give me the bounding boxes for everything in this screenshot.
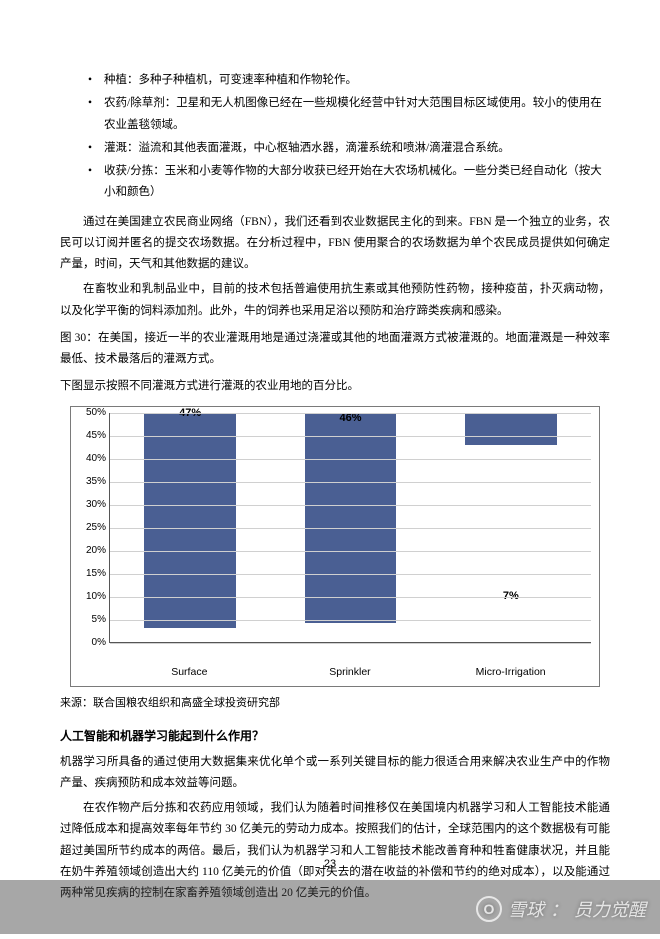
bullet-list: 种植：多种子种植机，可变速率种植和作物轮作。 农药/除草剂：卫星和无人机图像已经…	[88, 70, 610, 204]
chart-y-tick: 50%	[74, 403, 106, 422]
document-page: 种植：多种子种植机，可变速率种植和作物轮作。 农药/除草剂：卫星和无人机图像已经…	[0, 0, 660, 939]
chart-y-tick: 5%	[74, 610, 106, 629]
watermark-sep: ：	[550, 896, 568, 922]
bullet-text: 种植：多种子种植机，可变速率种植和作物轮作。	[104, 74, 357, 86]
chart-y-tick: 0%	[74, 633, 106, 652]
bar-chart: 47%46%7% 0%5%10%15%20%25%30%35%40%45%50%…	[70, 406, 600, 687]
chart-x-labels: Surface Sprinkler Micro-Irrigation	[109, 661, 591, 682]
list-item: 收获/分拣：玉米和小麦等作物的大部分收获已经开始在大农场机械化。一些分类已经自动…	[88, 161, 610, 204]
watermark-logo-icon: О	[476, 896, 502, 922]
chart-x-label: Micro-Irrigation	[443, 663, 578, 682]
watermark: О 雪球 ： 员力觉醒	[476, 896, 646, 922]
chart-y-tick: 10%	[74, 587, 106, 606]
list-item: 种植：多种子种植机，可变速率种植和作物轮作。	[88, 70, 610, 91]
figure-caption: 图 30：在美国，接近一半的农业灌溉用地是通过浇灌或其他的地面灌溉方式被灌溉的。…	[60, 328, 610, 371]
chart-x-label: Surface	[122, 663, 257, 682]
bullet-text: 收获/分拣：玉米和小麦等作物的大部分收获已经开始在大农场机械化。一些分类已经自动…	[104, 165, 602, 198]
chart-source: 来源：联合国粮农组织和高盛全球投资研究部	[60, 693, 610, 713]
chart-gridline	[110, 574, 591, 575]
paragraph: 在畜牧业和乳制品业中，目前的技术包括普遍使用抗生素或其他预防性药物，接种疫苗，扑…	[60, 279, 610, 322]
chart-bar	[465, 413, 557, 445]
watermark-user: 员力觉醒	[574, 896, 646, 922]
chart-x-label: Sprinkler	[283, 663, 418, 682]
list-item: 灌溉：溢流和其他表面灌溉，中心枢轴洒水器，滴灌系统和喷淋/滴灌混合系统。	[88, 138, 610, 159]
chart-subtitle: 下图显示按照不同灌溉方式进行灌溉的农业用地的百分比。	[60, 376, 610, 397]
chart-y-tick: 15%	[74, 564, 106, 583]
paragraph: 机器学习所具备的通过使用大数据集来优化单个或一系列关键目标的能力很适合用来解决农…	[60, 752, 610, 795]
chart-bar	[305, 413, 397, 624]
chart-gridline	[110, 459, 591, 460]
chart-gridline	[110, 505, 591, 506]
chart-bar-value: 46%	[339, 408, 361, 428]
chart-gridline	[110, 597, 591, 598]
chart-gridline	[110, 620, 591, 621]
chart-y-tick: 35%	[74, 472, 106, 491]
chart-y-tick: 45%	[74, 426, 106, 445]
chart-y-tick: 40%	[74, 449, 106, 468]
bullet-text: 灌溉：溢流和其他表面灌溉，中心枢轴洒水器，滴灌系统和喷淋/滴灌混合系统。	[104, 142, 510, 154]
list-item: 农药/除草剂：卫星和无人机图像已经在一些规模化经营中针对大范围目标区域使用。较小…	[88, 93, 610, 136]
chart-gridline	[110, 482, 591, 483]
paragraph: 通过在美国建立农民商业网络（FBN），我们还看到农业数据民主化的到来。FBN 是…	[60, 212, 610, 276]
bullet-text: 农药/除草剂：卫星和无人机图像已经在一些规模化经营中针对大范围目标区域使用。较小…	[104, 97, 602, 130]
chart-bar	[144, 413, 236, 628]
chart-gridline	[110, 551, 591, 552]
chart-gridline	[110, 436, 591, 437]
chart-gridline	[110, 643, 591, 644]
page-number: 23	[0, 858, 660, 870]
chart-gridline	[110, 413, 591, 414]
section-heading: 人工智能和机器学习能起到什么作用？	[60, 725, 610, 747]
chart-y-tick: 20%	[74, 541, 106, 560]
chart-y-tick: 30%	[74, 495, 106, 514]
chart-plot-area: 47%46%7% 0%5%10%15%20%25%30%35%40%45%50%	[109, 413, 591, 643]
chart-gridline	[110, 528, 591, 529]
watermark-site: 雪球	[508, 896, 544, 922]
chart-y-tick: 25%	[74, 518, 106, 537]
